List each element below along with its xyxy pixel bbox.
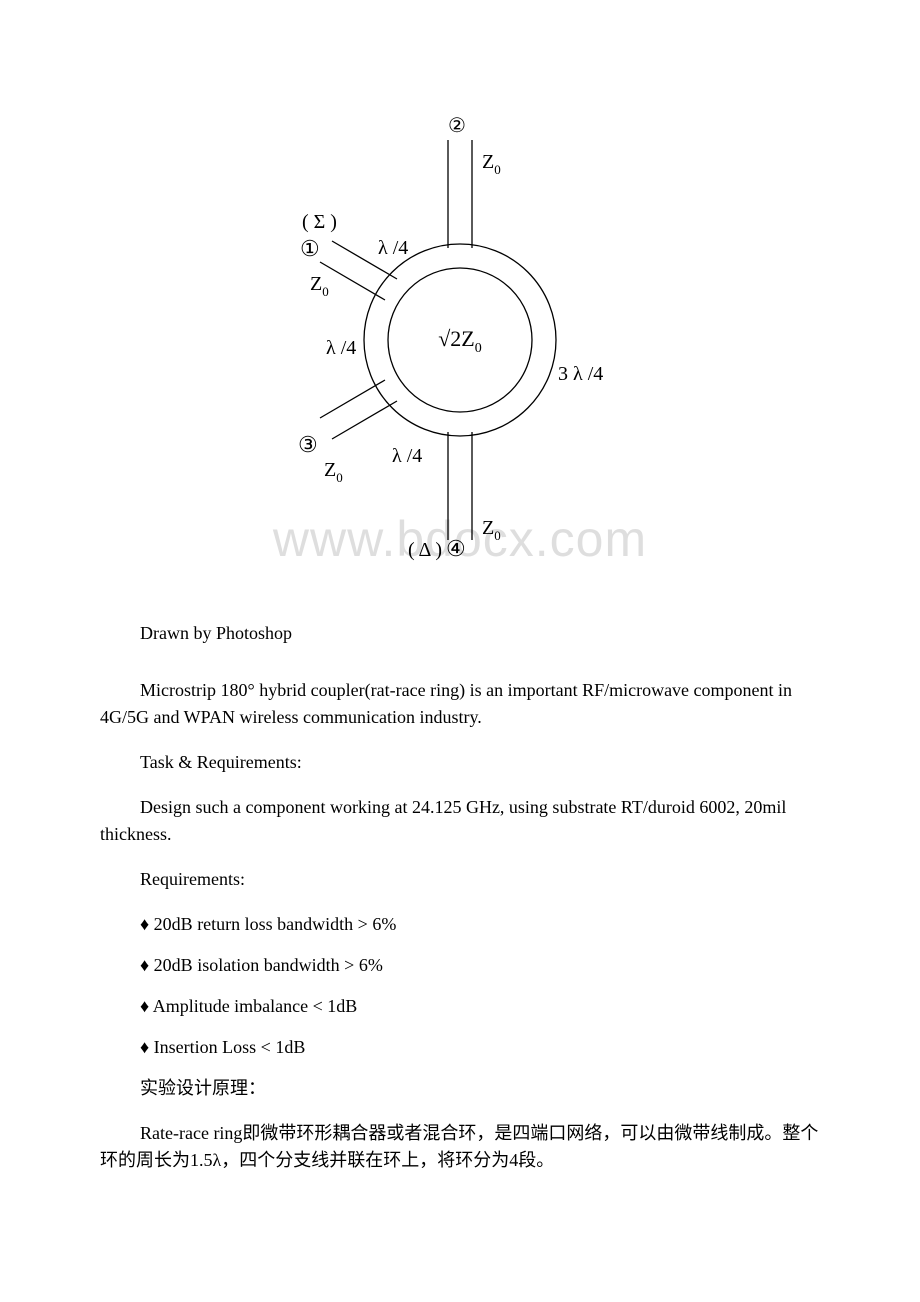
requirement-item: ♦ 20dB return loss bandwidth > 6% (100, 911, 820, 938)
requirement-item: ♦ Amplitude imbalance < 1dB (100, 993, 820, 1020)
ring-impedance-label: √2Z0 (438, 326, 482, 356)
requirement-item: ♦ 20dB isolation bandwidth > 6% (100, 952, 820, 979)
rat-race-ring-diagram: ② Z0 ( Σ ) ① Z0 ③ Z0 ( Δ ) ④ Z0 √2Z0 λ /… (220, 100, 700, 580)
task-heading: Task & Requirements: (100, 749, 820, 776)
arc-12-label: λ /4 (378, 237, 408, 259)
port4-delta: ( Δ ) (408, 539, 442, 561)
port4-num: ④ (446, 536, 466, 561)
port4-z: Z0 (482, 517, 501, 543)
port2-z: Z0 (482, 151, 501, 177)
port3-z: Z0 (324, 459, 343, 485)
requirements-heading: Requirements: (100, 866, 820, 893)
arc-24-label: 3 λ /4 (558, 363, 603, 385)
port1-z: Z0 (310, 273, 329, 299)
requirement-item: ♦ Insertion Loss < 1dB (100, 1034, 820, 1061)
arc-34-label: λ /4 (392, 445, 422, 467)
principle-heading: 实验设计原理： (100, 1075, 820, 1102)
port3-num: ③ (298, 432, 318, 457)
diagram-container: ② Z0 ( Σ ) ① Z0 ③ Z0 ( Δ ) ④ Z0 √2Z0 λ /… (100, 100, 820, 580)
port1-sigma: ( Σ ) (302, 211, 337, 233)
arc-13-label: λ /4 (326, 337, 356, 359)
port1-num: ① (300, 236, 320, 261)
port2-num: ② (448, 115, 466, 137)
task-body: Design such a component working at 24.12… (100, 794, 820, 848)
diagram-caption: Drawn by Photoshop (100, 620, 820, 647)
intro-paragraph: Microstrip 180° hybrid coupler(rat-race … (100, 677, 820, 731)
principle-body: Rate-race ring即微带环形耦合器或者混合环，是四端口网络，可以由微带… (100, 1120, 820, 1174)
